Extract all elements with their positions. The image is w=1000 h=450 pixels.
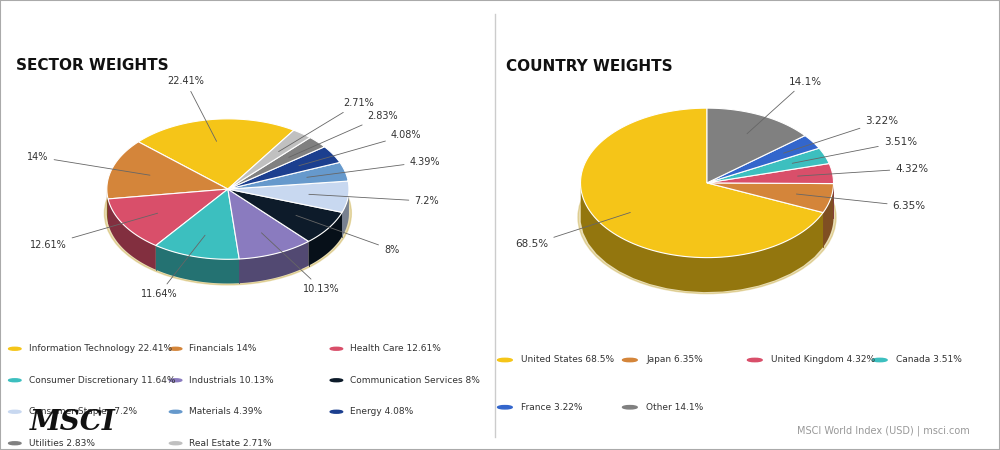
Text: Health Care 12.61%: Health Care 12.61% [350, 344, 441, 353]
Text: Materials 4.39%: Materials 4.39% [189, 407, 262, 416]
Circle shape [498, 358, 512, 362]
Circle shape [9, 347, 21, 350]
Circle shape [622, 358, 637, 362]
Text: 4.39%: 4.39% [307, 157, 440, 177]
Polygon shape [107, 190, 108, 223]
Text: SECTOR WEIGHTS: SECTOR WEIGHTS [16, 58, 169, 73]
Polygon shape [342, 190, 349, 237]
Circle shape [872, 358, 887, 362]
Polygon shape [108, 189, 228, 246]
Text: Other 14.1%: Other 14.1% [646, 403, 703, 412]
Text: 11.64%: 11.64% [141, 235, 205, 299]
Text: 10.13%: 10.13% [261, 233, 340, 294]
Polygon shape [156, 246, 239, 284]
Text: MSCI World Index (USD) | msci.com: MSCI World Index (USD) | msci.com [797, 426, 970, 436]
Text: Japan 6.35%: Japan 6.35% [646, 356, 703, 364]
Text: 2.83%: 2.83% [289, 111, 398, 158]
Polygon shape [228, 189, 342, 241]
Text: 68.5%: 68.5% [515, 212, 630, 249]
Text: MSCI: MSCI [30, 410, 116, 436]
Text: 22.41%: 22.41% [167, 76, 217, 141]
Text: 2.71%: 2.71% [279, 98, 374, 152]
Polygon shape [823, 184, 833, 247]
Polygon shape [228, 162, 348, 189]
Polygon shape [228, 147, 340, 189]
Ellipse shape [578, 141, 836, 293]
Polygon shape [228, 189, 309, 259]
Circle shape [9, 379, 21, 382]
Polygon shape [239, 241, 309, 283]
Circle shape [498, 405, 512, 409]
Polygon shape [707, 108, 805, 183]
Polygon shape [707, 163, 833, 184]
Text: 3.22%: 3.22% [784, 116, 898, 153]
Circle shape [9, 442, 21, 445]
Text: Information Technology 22.41%: Information Technology 22.41% [29, 344, 172, 353]
Polygon shape [581, 108, 823, 257]
Polygon shape [707, 183, 833, 212]
Text: 6.35%: 6.35% [796, 194, 926, 211]
Text: Industrials 10.13%: Industrials 10.13% [189, 376, 274, 385]
Circle shape [622, 405, 637, 409]
Text: United States 68.5%: United States 68.5% [521, 356, 614, 364]
Polygon shape [707, 148, 829, 183]
Text: Canada 3.51%: Canada 3.51% [896, 356, 962, 364]
Text: 4.08%: 4.08% [299, 130, 421, 166]
Circle shape [330, 347, 343, 350]
Polygon shape [707, 135, 819, 183]
Text: 3.51%: 3.51% [792, 137, 917, 163]
Polygon shape [107, 142, 228, 199]
Text: Communication Services 8%: Communication Services 8% [350, 376, 480, 385]
Text: France 3.22%: France 3.22% [521, 403, 583, 412]
Text: Financials 14%: Financials 14% [189, 344, 257, 353]
Text: 14.1%: 14.1% [747, 76, 821, 134]
Circle shape [9, 410, 21, 413]
Text: Consumer Staples 7.2%: Consumer Staples 7.2% [29, 407, 137, 416]
Circle shape [169, 410, 182, 413]
Circle shape [169, 442, 182, 445]
Text: Real Estate 2.71%: Real Estate 2.71% [189, 439, 272, 448]
Text: COUNTRY WEIGHTS: COUNTRY WEIGHTS [506, 58, 672, 74]
Text: 4.32%: 4.32% [798, 164, 928, 176]
Polygon shape [228, 181, 349, 212]
Polygon shape [581, 188, 823, 292]
Polygon shape [108, 199, 156, 270]
Polygon shape [156, 189, 239, 259]
Text: Utilities 2.83%: Utilities 2.83% [29, 439, 95, 448]
Polygon shape [309, 212, 342, 266]
Text: 7.2%: 7.2% [309, 194, 439, 206]
Ellipse shape [104, 142, 351, 285]
Text: 8%: 8% [296, 216, 399, 255]
Circle shape [747, 358, 762, 362]
Text: United Kingdom 4.32%: United Kingdom 4.32% [771, 356, 875, 364]
Text: 14%: 14% [27, 152, 150, 175]
Polygon shape [138, 119, 294, 189]
Polygon shape [228, 130, 310, 189]
Polygon shape [228, 138, 325, 189]
Circle shape [330, 410, 343, 413]
Text: Energy 4.08%: Energy 4.08% [350, 407, 413, 416]
Circle shape [169, 379, 182, 382]
Text: Consumer Discretionary 11.64%: Consumer Discretionary 11.64% [29, 376, 175, 385]
Text: 12.61%: 12.61% [30, 213, 158, 250]
Circle shape [169, 347, 182, 350]
Circle shape [330, 379, 343, 382]
